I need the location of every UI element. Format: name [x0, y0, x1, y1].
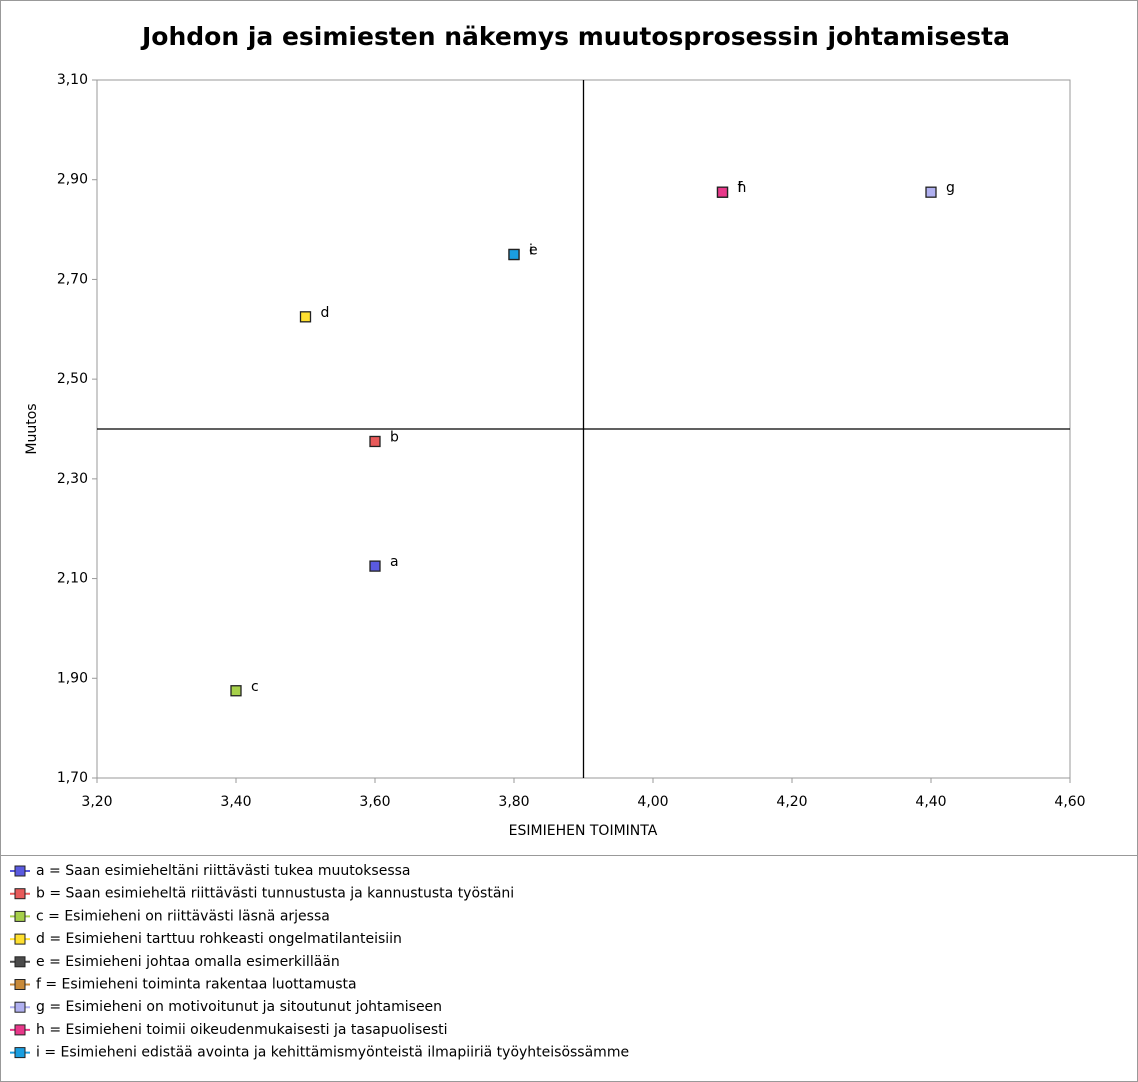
point-label: a [390, 554, 399, 570]
point [369, 560, 381, 572]
point [925, 186, 937, 198]
y-tick-label: 2,50 [57, 371, 88, 387]
x-axis-label: ESIMIEHEN TOIMINTA [509, 823, 658, 839]
legend-label: d = Esimieheni tarttuu rohkeasti ongelma… [36, 931, 402, 947]
point-label: d [321, 305, 330, 321]
legend-marker [14, 865, 26, 877]
y-tick-label: 3,10 [57, 72, 88, 88]
legend-marker [14, 1047, 26, 1059]
y-tick-label: 1,70 [57, 770, 88, 786]
x-tick-label: 3,80 [498, 794, 529, 810]
legend-marker [14, 979, 26, 990]
point-label: c [251, 679, 259, 695]
x-tick-label: 3,40 [220, 794, 251, 810]
y-tick-label: 1,90 [57, 670, 88, 686]
legend-label: i = Esimieheni edistää avointa ja kehitt… [36, 1045, 629, 1061]
legend-label: b = Saan esimieheltä riittävästi tunnust… [36, 886, 514, 902]
y-tick-label: 2,90 [57, 172, 88, 188]
x-tick-label: 4,20 [776, 794, 807, 810]
legend-label: e = Esimieheni johtaa omalla esimerkillä… [36, 954, 340, 970]
chart-title: Johdon ja esimiesten näkemys muutosprose… [140, 22, 1010, 51]
x-tick-label: 3,60 [359, 794, 390, 810]
point-label: e [529, 243, 538, 259]
point-label: g [946, 180, 955, 196]
legend-label: c = Esimieheni on riittävästi läsnä arje… [36, 908, 330, 924]
point-label: h [738, 180, 747, 196]
legend-marker [14, 933, 26, 945]
point [230, 685, 242, 697]
y-tick-label: 2,10 [57, 571, 88, 587]
x-tick-label: 4,00 [637, 794, 668, 810]
legend-marker [14, 1001, 26, 1013]
point-label: f [738, 180, 744, 196]
x-tick-label: 3,20 [81, 794, 112, 810]
y-tick-label: 2,70 [57, 271, 88, 287]
y-tick-label: 2,30 [57, 471, 88, 487]
point [508, 248, 520, 261]
x-tick-label: 4,40 [915, 794, 946, 810]
legend-marker [14, 956, 26, 968]
legend-label: a = Saan esimieheltäni riittävästi tukea… [36, 863, 411, 879]
legend-label: g = Esimieheni on motivoitunut ja sitout… [36, 999, 442, 1015]
point [299, 311, 312, 323]
point-label: i [529, 243, 533, 259]
x-tick-label: 4,60 [1054, 794, 1085, 810]
point [716, 186, 729, 198]
legend-marker [14, 888, 26, 900]
point [369, 435, 381, 448]
y-axis-label: Muutos [24, 403, 40, 454]
legend-marker [14, 910, 26, 922]
legend-label: h = Esimieheni toimii oikeudenmukaisesti… [36, 1022, 448, 1038]
legend-marker [14, 1024, 26, 1036]
legend-label: f = Esimieheni toiminta rakentaa luottam… [36, 977, 357, 993]
point-label: b [390, 429, 399, 445]
